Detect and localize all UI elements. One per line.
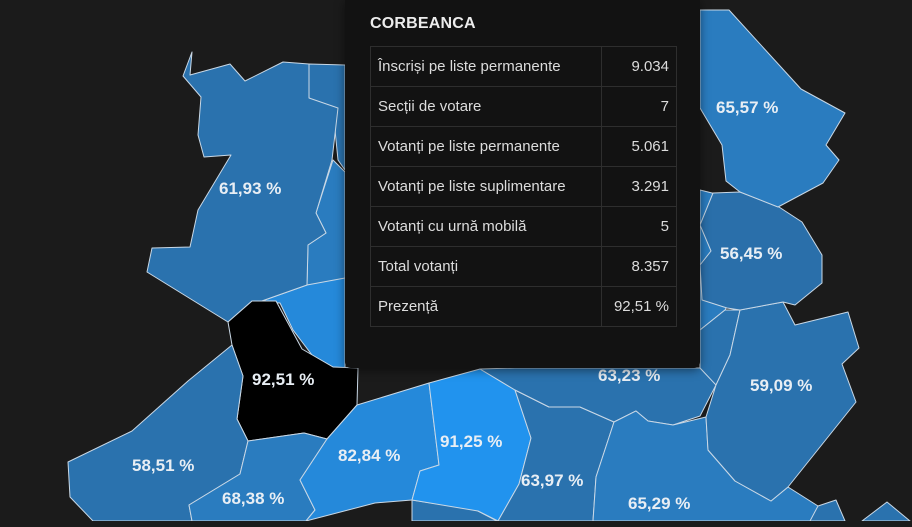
stat-label: Secții de votare — [370, 86, 602, 127]
stat-label: Prezență — [370, 286, 602, 327]
region-56-45[interactable] — [699, 191, 823, 311]
stat-value: 8.357 — [601, 246, 677, 287]
region-59-09[interactable] — [705, 301, 860, 502]
tooltip-stats-table: Înscriși pe liste permanente 9.034 Secți… — [370, 46, 677, 327]
stat-label: Înscriși pe liste permanente — [370, 46, 602, 87]
table-row: Secții de votare 7 — [370, 86, 677, 127]
stat-value: 9.034 — [601, 46, 677, 87]
table-row: Votanți cu urnă mobilă 5 — [370, 206, 677, 247]
stat-label: Votanți pe liste suplimentare — [370, 166, 602, 207]
stat-value: 92,51 % — [601, 286, 677, 327]
stat-value: 3.291 — [601, 166, 677, 207]
bottom-edge — [0, 521, 912, 527]
region-58-51[interactable] — [67, 344, 249, 521]
stat-value: 5 — [601, 206, 677, 247]
table-row: Prezență 92,51 % — [370, 286, 677, 327]
stat-label: Votanți cu urnă mobilă — [370, 206, 602, 247]
stat-value: 7 — [601, 86, 677, 127]
table-row: Total votanți 8.357 — [370, 246, 677, 287]
table-row: Votanți pe liste permanente 5.061 — [370, 126, 677, 167]
region-65-57[interactable] — [699, 9, 846, 208]
region-tooltip: CORBEANCA Înscriși pe liste permanente 9… — [345, 0, 700, 368]
region-bottom-right-a[interactable] — [809, 499, 846, 521]
tooltip-title: CORBEANCA — [370, 15, 476, 32]
stat-label: Total votanți — [370, 246, 602, 287]
stat-value: 5.061 — [601, 126, 677, 167]
stat-label: Votanți pe liste permanente — [370, 126, 602, 167]
table-row: Votanți pe liste suplimentare 3.291 — [370, 166, 677, 207]
region-bottom-right-b[interactable] — [861, 501, 911, 521]
table-row: Înscriși pe liste permanente 9.034 — [370, 46, 677, 87]
region-61-93[interactable] — [146, 51, 339, 323]
